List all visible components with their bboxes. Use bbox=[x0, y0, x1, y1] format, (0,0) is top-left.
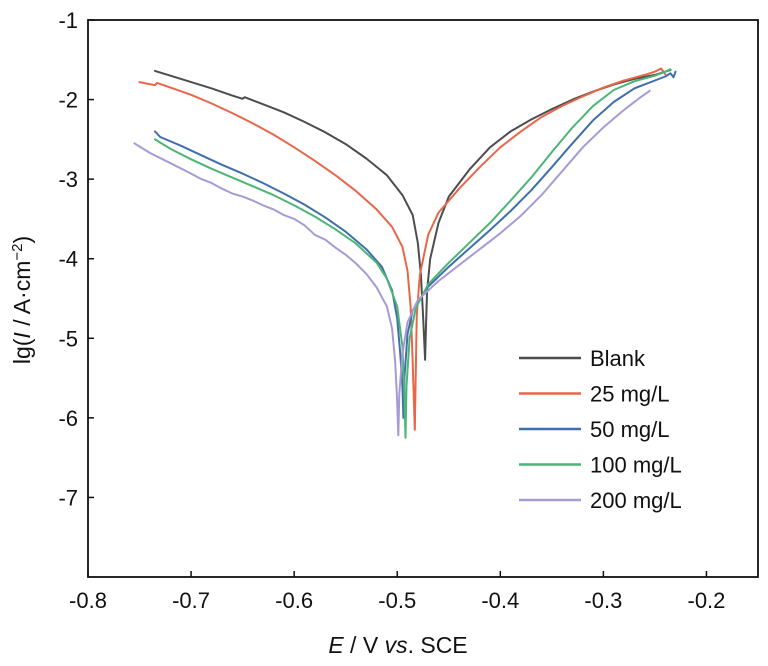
x-tick-label: -0.7 bbox=[172, 588, 210, 613]
x-tick-label: -0.5 bbox=[378, 588, 416, 613]
y-tick-label: -7 bbox=[58, 485, 78, 510]
series-line-blank bbox=[154, 69, 672, 361]
y-tick-label: -6 bbox=[58, 406, 78, 431]
x-tick-label: -0.2 bbox=[688, 588, 726, 613]
legend-label: Blank bbox=[590, 346, 646, 371]
x-tick-label: -0.4 bbox=[481, 588, 519, 613]
plot-frame bbox=[87, 19, 759, 578]
y-tick-label: -2 bbox=[58, 88, 78, 113]
legend-label: 100 mg/L bbox=[590, 453, 682, 478]
y-tick-label: -3 bbox=[58, 167, 78, 192]
legend-label: 50 mg/L bbox=[590, 417, 670, 442]
y-tick-label: -5 bbox=[58, 326, 78, 351]
y-tick-label: -1 bbox=[58, 8, 78, 33]
ticks-layer: -0.8 -0.7 -0.6 -0.5 -0.4 -0.3 -0.2 -1 -2 -3 -4 -5 -6… bbox=[58, 8, 725, 613]
series-line-25-mg-l bbox=[138, 67, 667, 431]
x-axis-title: E / V vs. SCE bbox=[328, 632, 467, 658]
legend-label: 25 mg/L bbox=[590, 382, 670, 407]
x-tick-label: -0.8 bbox=[69, 588, 107, 613]
series-line-100-mg-l bbox=[154, 68, 672, 439]
series-line-200-mg-l bbox=[133, 89, 651, 437]
legend: Blank 25 mg/L 50 mg/L 100 mg/L 200 mg/L bbox=[519, 346, 682, 513]
y-axis-title: lg(I / A·cm−2) bbox=[9, 236, 35, 364]
series-layer bbox=[133, 67, 677, 439]
legend-label: 200 mg/L bbox=[590, 488, 682, 513]
y-tick-label: -4 bbox=[58, 247, 78, 272]
x-tick-label: -0.3 bbox=[584, 588, 622, 613]
x-tick-label: -0.6 bbox=[275, 588, 313, 613]
